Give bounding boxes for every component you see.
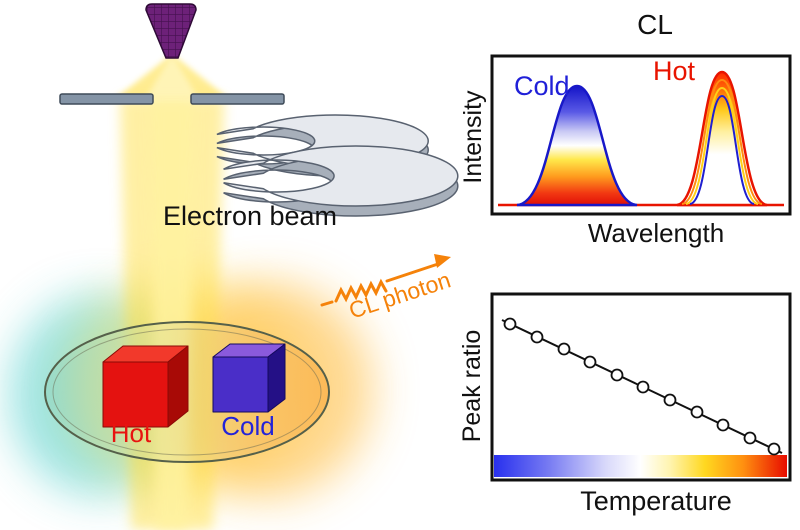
intensity-axis-label: Intensity [459,90,487,184]
hot-peak-label: Hot [653,56,696,86]
ratio-markers [503,317,781,456]
cold-peak-curve [516,84,638,207]
hot-cube [102,345,189,428]
cl-spectrum-plot [490,54,792,216]
cold-cube [212,343,286,413]
wavelength-axis-label: Wavelength [587,218,725,248]
aperture-left [59,93,154,105]
cold-cube-label: Cold [221,411,275,441]
peak-ratio-axis-label: Peak ratio [458,329,486,443]
temperature-colorbar [494,455,787,477]
cl-photon-arrow [320,254,451,307]
electron-beam-label: Electron beam [162,201,338,231]
cl-plot-title: CL [637,9,673,40]
temperature-axis-label: Temperature [580,486,732,516]
hot-peak-curve [676,70,768,207]
cold-peak-label: Cold [514,71,570,101]
peak-ratio-plot [490,292,792,482]
hot-cube-label: Hot [110,418,152,448]
magnetic-lens-lower-ring [223,145,459,217]
aperture-plates [59,93,285,105]
aperture-right [190,93,285,105]
electron-gun [145,3,197,59]
